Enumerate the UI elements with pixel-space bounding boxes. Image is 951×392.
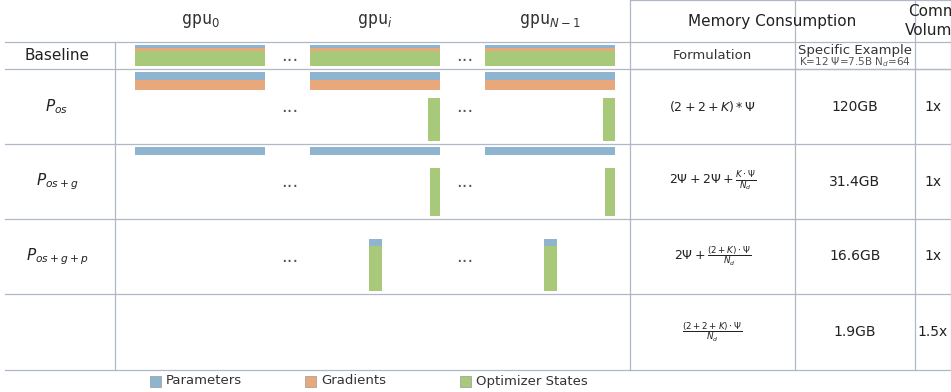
Text: ...: ... — [281, 172, 299, 191]
Text: Specific Example: Specific Example — [798, 44, 912, 57]
Text: gpu$_{N-1}$: gpu$_{N-1}$ — [519, 12, 581, 30]
Bar — [368, 239, 381, 246]
Text: ...: ... — [281, 247, 299, 265]
Text: 1.9GB: 1.9GB — [834, 325, 876, 339]
Bar — [603, 98, 615, 141]
Bar — [150, 376, 161, 387]
Bar — [544, 246, 556, 291]
Text: 1.5x: 1.5x — [918, 325, 948, 339]
Text: $2\Psi + 2\Psi + \frac{K \cdot \Psi}{N_d}$: $2\Psi + 2\Psi + \frac{K \cdot \Psi}{N_d… — [669, 170, 756, 193]
Text: 1x: 1x — [924, 249, 941, 263]
Bar — [605, 168, 615, 216]
Text: ...: ... — [456, 47, 474, 65]
Text: 1x: 1x — [924, 100, 941, 114]
Bar — [135, 45, 265, 48]
Text: 120GB: 120GB — [831, 100, 879, 114]
Text: Comm
Volume: Comm Volume — [904, 4, 951, 38]
Bar — [485, 80, 615, 90]
Bar — [310, 147, 440, 154]
Bar — [310, 51, 440, 66]
Bar — [485, 51, 615, 66]
Text: $P_{os}$: $P_{os}$ — [46, 97, 68, 116]
Text: ...: ... — [456, 172, 474, 191]
Text: $(2 + 2 + K) * \Psi$: $(2 + 2 + K) * \Psi$ — [670, 99, 756, 114]
Bar — [485, 48, 615, 51]
Bar — [544, 239, 556, 246]
Bar — [310, 48, 440, 51]
Text: $2\Psi + \frac{(2+K) \cdot \Psi}{N_d}$: $2\Psi + \frac{(2+K) \cdot \Psi}{N_d}$ — [674, 245, 751, 268]
Text: Formulation: Formulation — [673, 49, 752, 62]
Text: Memory Consumption: Memory Consumption — [689, 13, 857, 29]
Bar — [135, 147, 265, 154]
Text: Parameters: Parameters — [166, 374, 243, 388]
Text: gpu$_0$: gpu$_0$ — [181, 12, 220, 30]
Text: gpu$_i$: gpu$_i$ — [358, 12, 393, 30]
Text: $P_{os+g}$: $P_{os+g}$ — [35, 171, 78, 192]
Bar — [305, 376, 316, 387]
Text: $\frac{(2 + 2 + K) \cdot \Psi}{N_d}$: $\frac{(2 + 2 + K) \cdot \Psi}{N_d}$ — [683, 320, 743, 344]
Bar — [310, 80, 440, 90]
Text: 16.6GB: 16.6GB — [829, 249, 881, 263]
Bar — [135, 80, 265, 90]
Bar — [135, 72, 265, 80]
Text: ...: ... — [281, 47, 299, 65]
Text: Optimizer States: Optimizer States — [476, 374, 588, 388]
Bar — [368, 246, 381, 291]
Bar — [135, 51, 265, 66]
Bar — [135, 48, 265, 51]
Bar — [485, 72, 615, 80]
Bar — [310, 45, 440, 48]
Text: 31.4GB: 31.4GB — [829, 174, 881, 189]
Bar — [428, 98, 440, 141]
Bar — [485, 45, 615, 48]
Text: $P_{os+g+p}$: $P_{os+g+p}$ — [26, 246, 88, 267]
Text: K=12 Ψ=7.5B N$_d$=64: K=12 Ψ=7.5B N$_d$=64 — [799, 56, 911, 69]
Text: 1x: 1x — [924, 174, 941, 189]
Bar — [310, 72, 440, 80]
Text: ...: ... — [281, 98, 299, 116]
Text: Gradients: Gradients — [321, 374, 386, 388]
Text: Baseline: Baseline — [25, 48, 89, 63]
Text: ...: ... — [456, 247, 474, 265]
Bar — [460, 376, 471, 387]
Text: ...: ... — [456, 98, 474, 116]
Bar — [430, 168, 440, 216]
Bar — [485, 147, 615, 154]
